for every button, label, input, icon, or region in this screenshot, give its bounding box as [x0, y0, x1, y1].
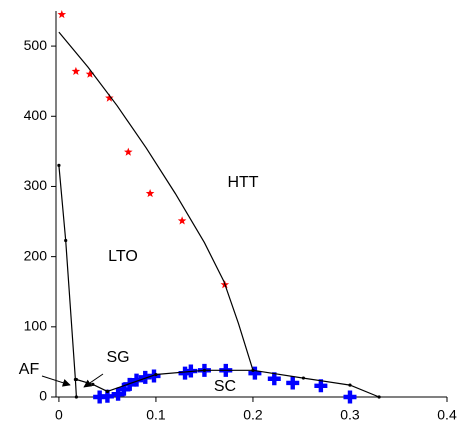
annotation: LTO	[108, 248, 138, 265]
plus-point	[117, 382, 131, 396]
y-tick-label: 300	[24, 177, 48, 193]
plus-point	[286, 376, 300, 390]
plus-point	[248, 366, 262, 380]
dot-point	[91, 382, 95, 386]
dot-point	[251, 368, 255, 372]
dot-point	[74, 395, 78, 399]
annotation: SG	[106, 349, 129, 366]
plus-point	[100, 389, 114, 403]
dot-point	[348, 383, 352, 387]
y-tick-label: 100	[24, 318, 48, 334]
af-arrow	[41, 375, 71, 387]
plus-point	[93, 390, 107, 404]
dot-point	[105, 389, 110, 393]
dot-point	[301, 376, 306, 380]
dot-point	[57, 163, 61, 167]
plus-point	[267, 372, 281, 386]
y-tick-label: 500	[24, 37, 48, 53]
x-tick-label: 0.1	[146, 407, 166, 423]
star-point	[145, 189, 155, 198]
dot-point	[74, 377, 78, 382]
dot-point	[202, 368, 207, 372]
x-tick-label: 0.3	[340, 407, 360, 423]
star-point	[71, 66, 81, 75]
annotation: SC	[214, 378, 236, 395]
star-point	[57, 10, 67, 19]
plus-point	[111, 387, 125, 401]
annotation: HTT	[227, 174, 258, 191]
x-tick-label: 0.2	[243, 407, 263, 423]
curve	[58, 165, 77, 398]
plus-point	[123, 377, 137, 391]
plus-point	[314, 379, 328, 393]
plus-point	[138, 370, 152, 384]
y-tick-label: 400	[24, 107, 48, 123]
x-tick-label: 0.4	[437, 407, 457, 423]
curve	[58, 31, 254, 371]
dot-point	[377, 395, 381, 399]
star-point	[124, 147, 133, 156]
sg-arrow	[83, 373, 104, 388]
dot-point	[64, 238, 68, 243]
dot-point	[154, 372, 158, 377]
star-point	[177, 216, 187, 225]
x-tick-label: 0	[55, 407, 63, 423]
plus-point	[343, 390, 357, 404]
annotation: AF	[19, 361, 40, 378]
star-point	[105, 93, 114, 102]
plus-point	[147, 369, 161, 383]
y-tick-label: 0	[39, 388, 47, 404]
star-point	[85, 69, 95, 78]
plus-point	[130, 373, 144, 387]
y-tick-label: 200	[24, 247, 48, 263]
